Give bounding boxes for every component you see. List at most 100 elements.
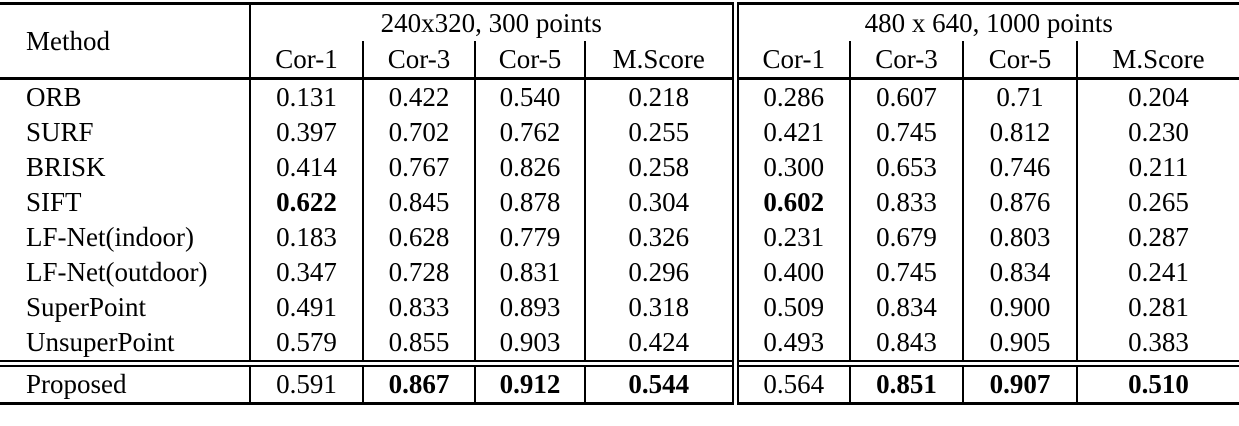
value-cell: 0.622 [276, 187, 337, 217]
method-cell: ORB [0, 78, 251, 115]
method-cell: LF-Net(indoor) [0, 220, 251, 255]
value-cell: 0.607 [849, 78, 964, 115]
value-cell: 0.287 [1076, 220, 1239, 255]
value-cell: 0.564 [731, 360, 851, 404]
value-cell: 0.745 [849, 115, 964, 150]
value-cell: 0.318 [583, 290, 736, 325]
value-cell: 0.679 [849, 220, 964, 255]
value-cell: 0.304 [583, 185, 736, 220]
table-row: UnsuperPoint 0.579 0.855 0.903 0.424 0.493 0.8… [0, 325, 1239, 364]
value-cell: 0.400 [731, 255, 851, 290]
value-cell: 0.826 [474, 150, 585, 185]
value-cell: 0.540 [474, 78, 585, 115]
value-cell: 0.728 [362, 255, 475, 290]
value-cell: 0.258 [583, 150, 736, 185]
value-cell: 0.510 [1076, 360, 1239, 404]
value-cell: 0.509 [731, 290, 851, 325]
col-header-cor3-left: Cor-3 [362, 41, 475, 80]
value-cell: 0.833 [362, 290, 475, 325]
col-header-method: Method [0, 3, 251, 80]
value-cell: 0.579 [276, 327, 337, 357]
value-cell: 0.834 [849, 290, 964, 325]
table-row: SIFT 0.622 0.845 0.878 0.304 0.602 0.833 0.876 0… [0, 185, 1239, 220]
value-cell: 0.602 [731, 185, 851, 220]
col-header-cor5-left: Cor-5 [474, 41, 585, 80]
table-row: LF-Net(indoor) 0.183 0.628 0.779 0.326 0.231 0… [0, 220, 1239, 255]
value-cell: 0.591 [250, 360, 363, 404]
value-cell: 0.912 [474, 360, 585, 404]
col-header-mscore-right: M.Score [1076, 41, 1239, 80]
table-body: ORB 0.131 0.422 0.540 0.218 0.286 0.607 0.71 0.2… [0, 78, 1239, 404]
value-cell: 0.241 [1076, 255, 1239, 290]
value-cell: 0.183 [276, 222, 337, 252]
value-cell: 0.746 [962, 150, 1078, 185]
value-cell: 0.843 [849, 325, 964, 364]
value-cell: 0.878 [474, 185, 585, 220]
value-cell: 0.812 [962, 115, 1078, 150]
value-cell: 0.296 [583, 255, 736, 290]
value-cell: 0.745 [849, 255, 964, 290]
method-cell: UnsuperPoint [0, 325, 251, 364]
table-row: SURF 0.397 0.702 0.762 0.255 0.421 0.745 0.812 0… [0, 115, 1239, 150]
table-row: BRISK 0.414 0.767 0.826 0.258 0.300 0.653 0.746… [0, 150, 1239, 185]
value-cell: 0.422 [362, 78, 475, 115]
value-cell: 0.833 [849, 185, 964, 220]
value-cell: 0.903 [474, 325, 585, 364]
value-cell: 0.231 [731, 220, 851, 255]
value-cell: 0.255 [583, 115, 736, 150]
col-header-cor1-right: Cor-1 [731, 41, 851, 80]
value-cell: 0.347 [276, 257, 337, 287]
value-cell: 0.893 [474, 290, 585, 325]
value-cell: 0.491 [276, 292, 337, 322]
value-cell: 0.653 [849, 150, 964, 185]
col-header-cor5-right: Cor-5 [962, 41, 1078, 80]
method-cell: SuperPoint [0, 290, 251, 325]
value-cell: 0.907 [962, 360, 1078, 404]
col-header-mscore-left: M.Score [583, 41, 736, 80]
value-cell: 0.831 [474, 255, 585, 290]
value-cell: 0.414 [276, 152, 337, 182]
value-cell: 0.702 [362, 115, 475, 150]
method-cell: Proposed [0, 360, 251, 404]
value-cell: 0.867 [362, 360, 475, 404]
value-cell: 0.779 [474, 220, 585, 255]
subcolumn-header-row: Cor-1 Cor-3 Cor-5 M.Score Cor-1 Cor-3 Co… [0, 41, 1239, 80]
value-cell: 0.851 [849, 360, 964, 404]
value-cell: 0.397 [276, 117, 337, 147]
results-table: Method 240x320, 300 points 480 x 640, 10… [0, 2, 1239, 405]
value-cell: 0.281 [1076, 290, 1239, 325]
col-header-cor1-left: Cor-1 [250, 41, 363, 80]
method-cell: SURF [0, 115, 251, 150]
value-cell: 0.204 [1076, 78, 1239, 115]
group-header-480x640: 480 x 640, 1000 points [731, 3, 1239, 41]
value-cell: 0.218 [583, 78, 736, 115]
table-header: Method 240x320, 300 points 480 x 640, 10… [0, 3, 1239, 80]
value-cell: 0.265 [1076, 185, 1239, 220]
value-cell: 0.628 [362, 220, 475, 255]
method-cell: SIFT [0, 185, 251, 220]
group-header-240x320: 240x320, 300 points [380, 7, 602, 38]
value-cell: 0.424 [583, 325, 736, 364]
col-header-cor3-right: Cor-3 [849, 41, 964, 80]
group-header-row: Method 240x320, 300 points 480 x 640, 10… [0, 3, 1239, 80]
value-cell: 0.71 [962, 78, 1078, 115]
value-cell: 0.834 [962, 255, 1078, 290]
method-cell: LF-Net(outdoor) [0, 255, 251, 290]
value-cell: 0.876 [962, 185, 1078, 220]
table-row: SuperPoint 0.491 0.833 0.893 0.318 0.509 0.834… [0, 290, 1239, 325]
value-cell: 0.421 [731, 115, 851, 150]
value-cell: 0.131 [276, 82, 337, 112]
value-cell: 0.845 [362, 185, 475, 220]
value-cell: 0.211 [1076, 150, 1239, 185]
value-cell: 0.286 [731, 78, 851, 115]
value-cell: 0.383 [1076, 325, 1239, 364]
value-cell: 0.905 [962, 325, 1078, 364]
value-cell: 0.762 [474, 115, 585, 150]
value-cell: 0.900 [962, 290, 1078, 325]
value-cell: 0.300 [731, 150, 851, 185]
value-cell: 0.326 [583, 220, 736, 255]
value-cell: 0.230 [1076, 115, 1239, 150]
value-cell: 0.544 [583, 360, 736, 404]
table-row-proposed: Proposed 0.591 0.867 0.912 0.544 0.564 0.851 0.… [0, 360, 1239, 404]
